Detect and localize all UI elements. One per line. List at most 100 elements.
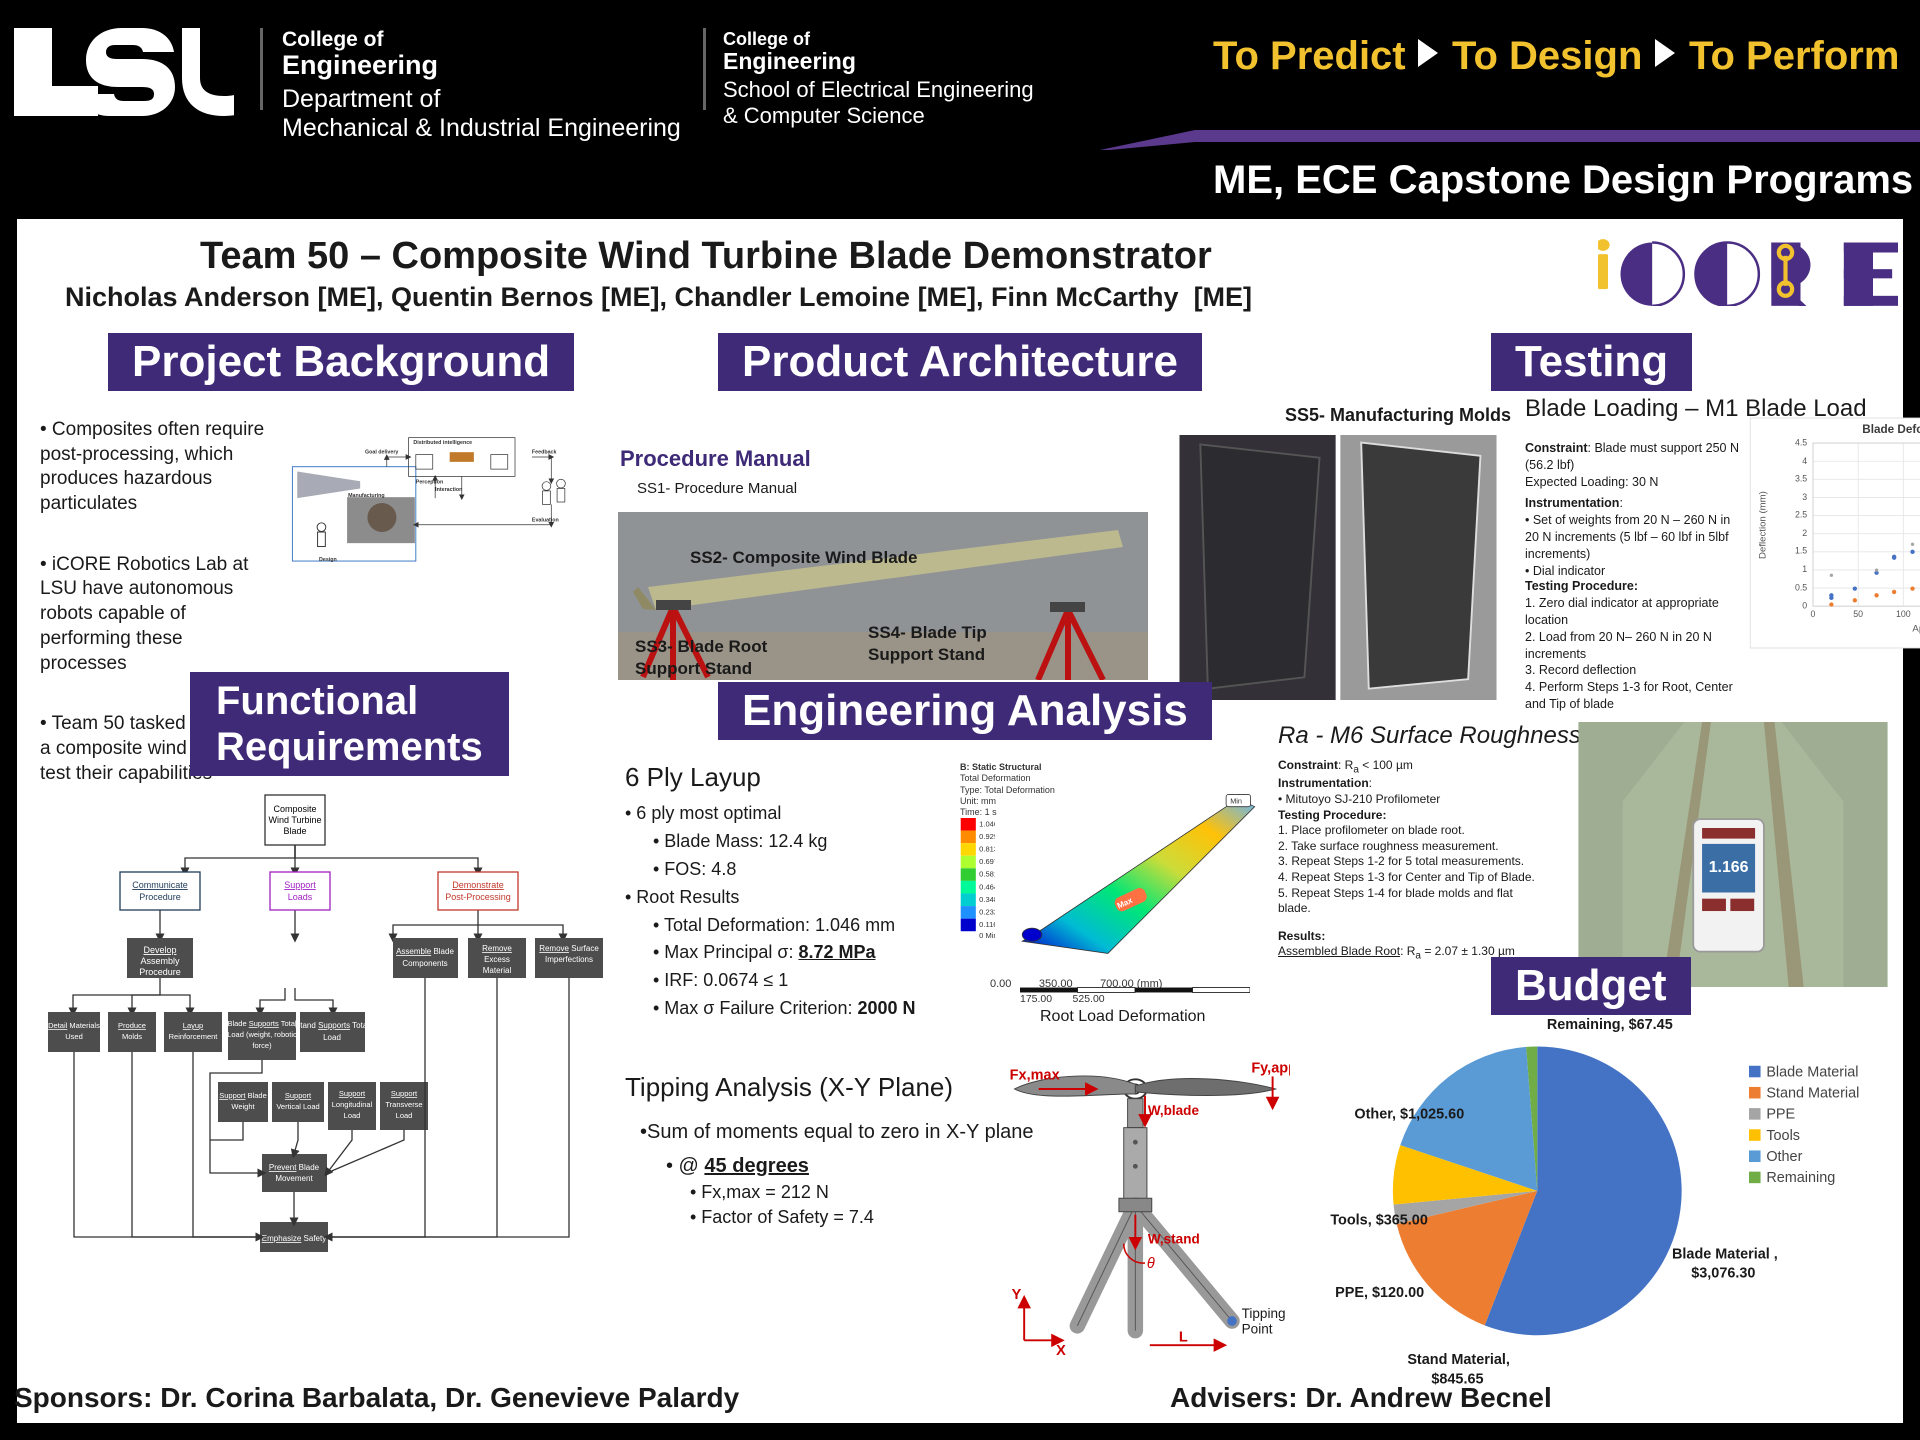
svg-text:Procedure: Procedure bbox=[139, 892, 181, 902]
svg-text:Communicate: Communicate bbox=[132, 880, 188, 890]
svg-text:Fx,max: Fx,max bbox=[1010, 1067, 1060, 1083]
svg-text:Excess: Excess bbox=[484, 955, 510, 964]
svg-text:Reinforcement: Reinforcement bbox=[169, 1032, 219, 1041]
svg-text:Manufacturing: Manufacturing bbox=[348, 493, 385, 499]
svg-text:Post-Processing: Post-Processing bbox=[445, 892, 511, 902]
svg-text:0.34865: 0.34865 bbox=[979, 895, 995, 904]
svg-text:1.166: 1.166 bbox=[1709, 859, 1749, 876]
svg-text:W,blade: W,blade bbox=[1148, 1103, 1200, 1118]
svg-text:Interaction: Interaction bbox=[435, 487, 462, 493]
svg-text:0.92973: 0.92973 bbox=[979, 832, 995, 841]
svg-text:Layup: Layup bbox=[183, 1021, 203, 1030]
svg-text:Distributed intelligence: Distributed intelligence bbox=[413, 440, 472, 446]
svg-text:Load (weight, robotic: Load (weight, robotic bbox=[227, 1030, 297, 1039]
svg-text:0.11622: 0.11622 bbox=[979, 920, 995, 929]
svg-text:Tools: Tools bbox=[1766, 1128, 1800, 1144]
svg-text:Applied Load (N): Applied Load (N) bbox=[1912, 623, 1920, 634]
svg-text:3: 3 bbox=[1802, 492, 1807, 502]
svg-text:Support: Support bbox=[339, 1089, 366, 1098]
svg-text:Min: Min bbox=[1230, 796, 1242, 805]
svg-text:Composite: Composite bbox=[273, 804, 316, 814]
svg-text:Weight: Weight bbox=[231, 1102, 255, 1111]
svg-text:Point: Point bbox=[1242, 1322, 1273, 1337]
svg-text:Loads: Loads bbox=[288, 892, 313, 902]
svg-text:Remaining, $67.45: Remaining, $67.45 bbox=[1547, 1017, 1673, 1033]
svg-text:3.5: 3.5 bbox=[1795, 474, 1807, 484]
svg-text:Other, $1,025.60: Other, $1,025.60 bbox=[1354, 1107, 1464, 1123]
svg-text:Longitudinal: Longitudinal bbox=[332, 1100, 373, 1109]
svg-text:Goal delivery: Goal delivery bbox=[365, 450, 398, 456]
svg-text:Tipping: Tipping bbox=[1242, 1306, 1286, 1321]
svg-text:Evaluation: Evaluation bbox=[532, 517, 559, 523]
svg-text:0: 0 bbox=[1802, 601, 1807, 611]
svg-text:θ: θ bbox=[1147, 1256, 1155, 1272]
svg-text:Stand Supports Total: Stand Supports Total bbox=[295, 1021, 369, 1030]
svg-text:0 Min: 0 Min bbox=[979, 931, 995, 940]
svg-text:$3,076.30: $3,076.30 bbox=[1691, 1266, 1755, 1282]
svg-text:0.46487: 0.46487 bbox=[979, 882, 995, 891]
svg-text:Load: Load bbox=[344, 1111, 361, 1120]
svg-text:Demonstrate: Demonstrate bbox=[452, 880, 504, 890]
svg-text:Tools, $365.00: Tools, $365.00 bbox=[1330, 1213, 1428, 1229]
svg-text:2.5: 2.5 bbox=[1795, 510, 1807, 520]
svg-text:Perception: Perception bbox=[416, 480, 443, 486]
svg-text:Remove: Remove bbox=[482, 944, 512, 953]
svg-text:Blade Supports Total: Blade Supports Total bbox=[227, 1019, 296, 1028]
svg-text:Other: Other bbox=[1766, 1149, 1802, 1165]
svg-text:Remove Surface: Remove Surface bbox=[539, 944, 599, 953]
svg-text:Y: Y bbox=[1012, 1287, 1022, 1303]
svg-text:Emphasize Safety: Emphasize Safety bbox=[262, 1234, 326, 1243]
svg-text:Procedure: Procedure bbox=[139, 967, 181, 977]
svg-text:Prevent Blade: Prevent Blade bbox=[269, 1163, 320, 1172]
svg-text:Detail Materials: Detail Materials bbox=[48, 1021, 100, 1030]
svg-text:Transverse: Transverse bbox=[385, 1100, 422, 1109]
svg-text:4.5: 4.5 bbox=[1795, 438, 1807, 448]
svg-text:1.5: 1.5 bbox=[1795, 545, 1807, 555]
svg-text:Produce: Produce bbox=[118, 1021, 146, 1030]
svg-text:Wind Turbine: Wind Turbine bbox=[268, 815, 321, 825]
svg-text:Components: Components bbox=[402, 959, 447, 968]
svg-text:Support: Support bbox=[391, 1089, 418, 1098]
svg-text:Vertical Load: Vertical Load bbox=[276, 1102, 319, 1111]
svg-text:Stand Material: Stand Material bbox=[1766, 1086, 1859, 1102]
svg-text:Assemble Blade: Assemble Blade bbox=[396, 947, 454, 956]
svg-text:Load: Load bbox=[396, 1111, 413, 1120]
svg-text:100: 100 bbox=[1896, 609, 1911, 619]
svg-text:Feedback: Feedback bbox=[532, 450, 557, 456]
svg-text:Remaining: Remaining bbox=[1766, 1170, 1835, 1186]
svg-text:Design: Design bbox=[319, 557, 337, 563]
svg-text:Movement: Movement bbox=[275, 1174, 313, 1183]
svg-text:Support: Support bbox=[285, 1091, 312, 1100]
svg-text:1.046 Max: 1.046 Max bbox=[979, 819, 995, 828]
svg-text:1: 1 bbox=[1802, 564, 1807, 574]
svg-text:W,stand: W,stand bbox=[1148, 1232, 1200, 1247]
svg-text:Support: Support bbox=[284, 880, 316, 890]
svg-text:2: 2 bbox=[1802, 528, 1807, 538]
svg-text:Molds: Molds bbox=[122, 1032, 142, 1041]
svg-text:PPE: PPE bbox=[1766, 1107, 1795, 1123]
svg-text:4: 4 bbox=[1802, 456, 1807, 466]
svg-text:50: 50 bbox=[1853, 609, 1863, 619]
svg-text:Blade Deformation VS Load Appl: Blade Deformation VS Load Applied at Cri… bbox=[1862, 423, 1920, 436]
svg-text:force): force) bbox=[252, 1041, 272, 1050]
svg-text:Develop: Develop bbox=[143, 945, 176, 955]
svg-text:Fy,applied: Fy,applied bbox=[1251, 1061, 1290, 1077]
svg-text:0.58108: 0.58108 bbox=[979, 870, 995, 879]
svg-text:PPE, $120.00: PPE, $120.00 bbox=[1335, 1285, 1424, 1301]
svg-text:Blade Material ,: Blade Material , bbox=[1672, 1246, 1778, 1262]
svg-text:0.5: 0.5 bbox=[1795, 582, 1807, 592]
svg-text:Stand Material,: Stand Material, bbox=[1407, 1352, 1510, 1368]
svg-text:Blade: Blade bbox=[283, 826, 306, 836]
svg-text:Used: Used bbox=[65, 1032, 83, 1041]
svg-text:0.81352: 0.81352 bbox=[979, 845, 995, 854]
svg-text:0.23243: 0.23243 bbox=[979, 907, 995, 916]
svg-text:0.6973: 0.6973 bbox=[979, 857, 995, 866]
svg-text:Assembly: Assembly bbox=[140, 956, 180, 966]
svg-text:Support Blade: Support Blade bbox=[219, 1091, 267, 1100]
svg-text:Imperfections: Imperfections bbox=[545, 955, 593, 964]
svg-text:X: X bbox=[1056, 1343, 1066, 1355]
svg-text:L: L bbox=[1179, 1329, 1188, 1345]
svg-text:Deflection (mm): Deflection (mm) bbox=[1757, 491, 1768, 559]
svg-text:Load: Load bbox=[323, 1033, 341, 1042]
svg-text:Material: Material bbox=[483, 966, 512, 975]
